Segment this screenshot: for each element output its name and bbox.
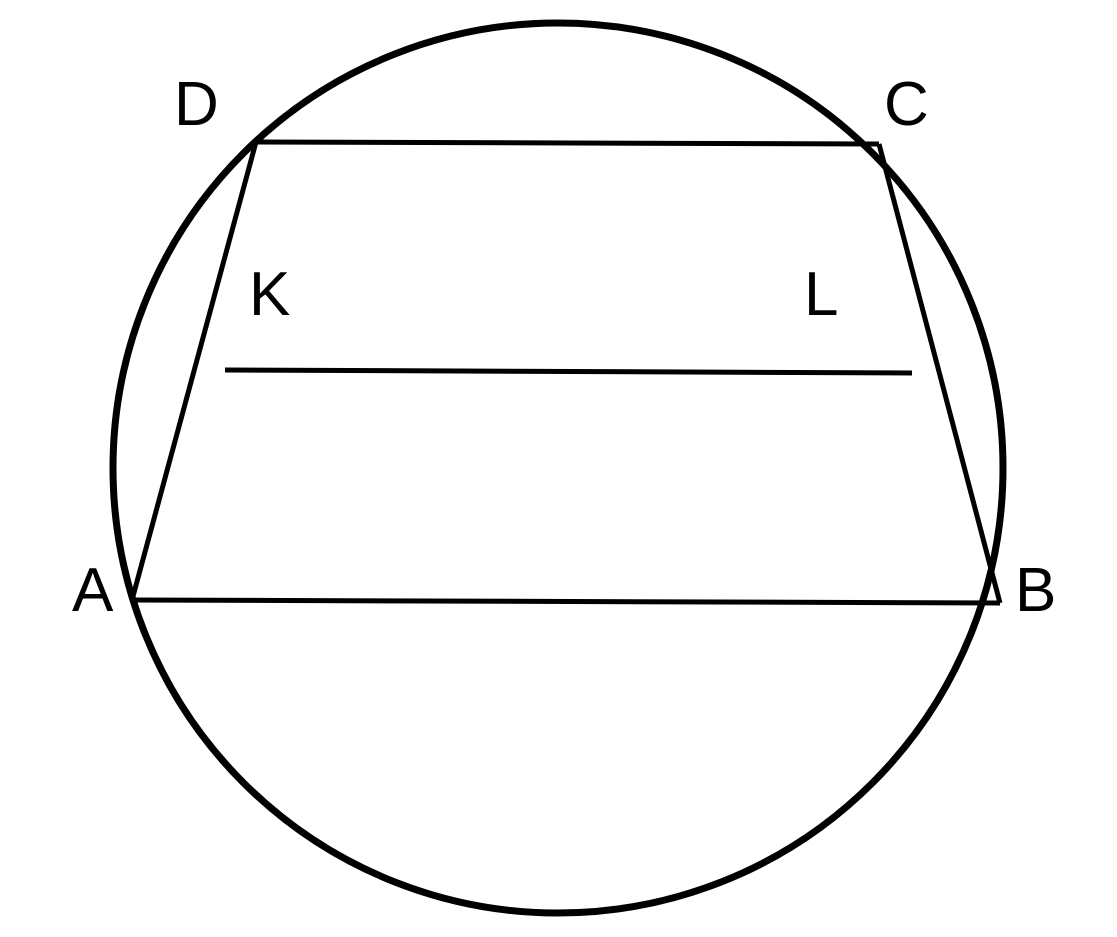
label-A: A	[72, 560, 113, 622]
label-B: B	[1015, 560, 1056, 622]
label-D: D	[174, 74, 219, 136]
segment-KL	[225, 370, 912, 373]
circumscribed-circle	[113, 23, 1003, 913]
label-K: K	[249, 264, 290, 326]
geometry-diagram	[0, 0, 1117, 937]
label-L: L	[804, 264, 838, 326]
segment-CD	[256, 142, 879, 144]
trapezoid-lines	[132, 142, 1000, 603]
label-C: C	[884, 74, 929, 136]
segment-AB	[132, 600, 1000, 603]
